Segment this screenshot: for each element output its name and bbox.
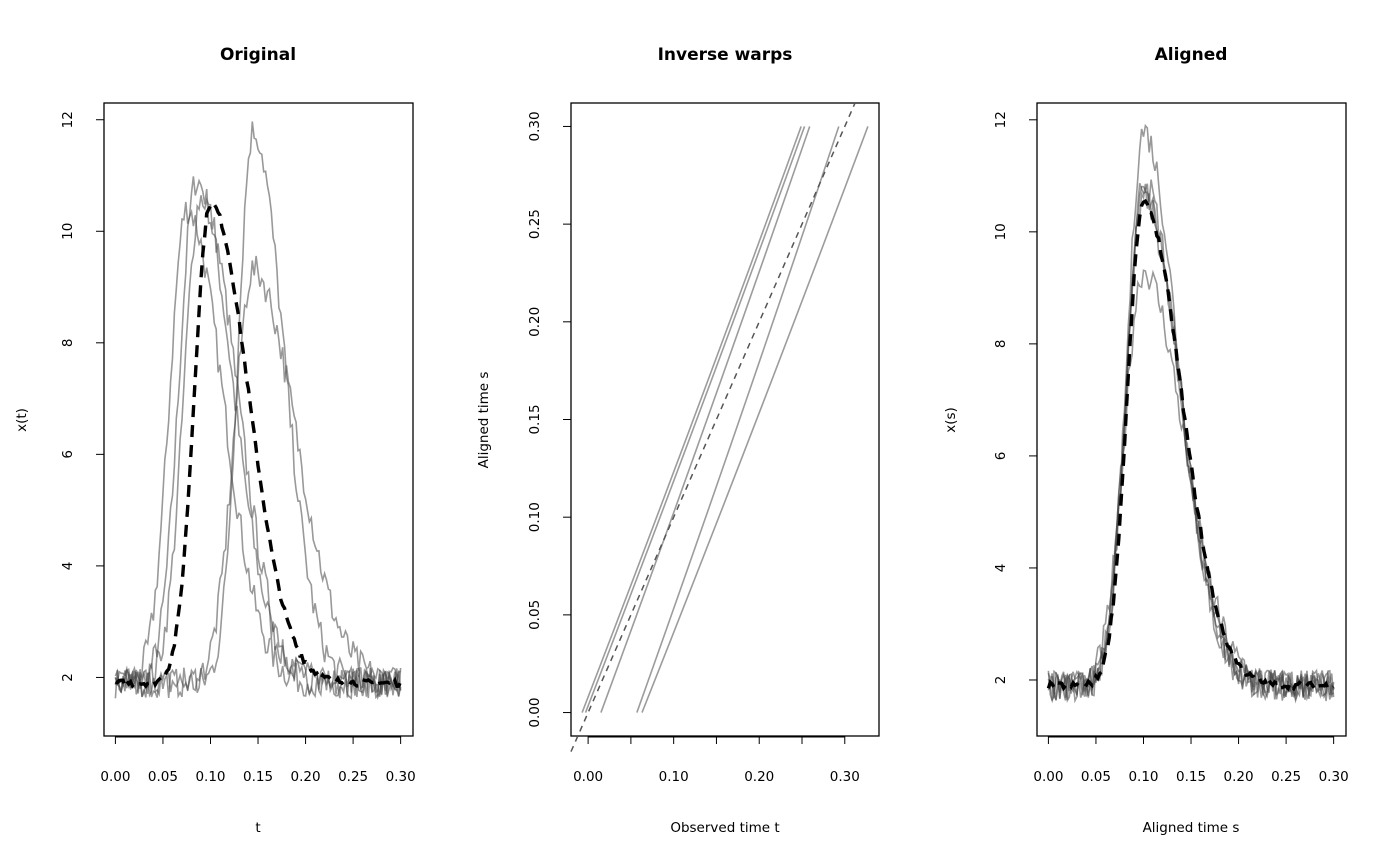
warp-line bbox=[636, 126, 840, 713]
panel-aligned: Aligned Aligned time s x(s) 0.00 0.05 0.10… bbox=[943, 45, 1349, 836]
y-axis-label: x(t) bbox=[14, 408, 30, 432]
x-tick-label: 0.25 bbox=[1271, 769, 1301, 785]
mean-curve bbox=[114, 199, 403, 691]
y-tick-label: 2 bbox=[993, 676, 1009, 685]
y-tick-label: 10 bbox=[993, 223, 1009, 240]
data-curve bbox=[114, 255, 402, 699]
y-tick-label: 0.30 bbox=[527, 111, 543, 141]
x-tick-label: 0.10 bbox=[195, 769, 225, 785]
data-curve bbox=[1047, 183, 1335, 701]
plot-frame bbox=[570, 102, 880, 737]
data-curve bbox=[114, 176, 402, 700]
y-tick-label: 0.10 bbox=[527, 502, 543, 532]
data-curve bbox=[1047, 269, 1335, 702]
panel-title: Original bbox=[220, 45, 296, 65]
panel-original: Original t x(t) 0.00 0.05 0.10 0.15 0.20 0.25… bbox=[14, 45, 416, 836]
panel-inverse-warps: Inverse warps Observed time t Aligned ti… bbox=[476, 45, 880, 836]
data-curve bbox=[114, 195, 401, 701]
y-tick-label: 2 bbox=[60, 673, 76, 682]
x-tick-label: 0.30 bbox=[1319, 769, 1349, 785]
y-tick-label: 8 bbox=[60, 339, 76, 348]
y-tick-label: 4 bbox=[993, 564, 1009, 573]
y-tick-label: 12 bbox=[993, 111, 1009, 128]
warp-line bbox=[600, 126, 811, 713]
x-tick-label: 0.20 bbox=[744, 769, 774, 785]
x-tick-label: 0.10 bbox=[1128, 769, 1158, 785]
y-tick-label: 6 bbox=[60, 450, 76, 459]
x-tick-label: 0.05 bbox=[148, 769, 178, 785]
data-curve bbox=[1047, 179, 1335, 704]
x-tick-label: 0.05 bbox=[1081, 769, 1111, 785]
panel-title: Aligned bbox=[1155, 45, 1228, 65]
y-tick-label: 12 bbox=[60, 111, 76, 128]
y-tick-label: 6 bbox=[993, 452, 1009, 461]
x-tick-label: 0.10 bbox=[659, 769, 689, 785]
y-tick-label: 0.15 bbox=[527, 404, 543, 434]
x-tick-label: 0.25 bbox=[338, 769, 368, 785]
x-tick-label: 0.00 bbox=[1033, 769, 1063, 785]
x-tick-label: 0.30 bbox=[386, 769, 416, 785]
x-tick-label: 0.00 bbox=[100, 769, 130, 785]
warp-line bbox=[641, 126, 869, 713]
data-curve bbox=[1047, 123, 1335, 702]
plot-frame bbox=[1036, 102, 1347, 737]
y-tick-label: 0.20 bbox=[527, 307, 543, 337]
y-axis-label: Aligned time s bbox=[476, 372, 492, 469]
x-tick-label: 0.15 bbox=[243, 769, 273, 785]
panel-title: Inverse warps bbox=[658, 45, 793, 65]
identity-line bbox=[570, 102, 856, 752]
y-tick-label: 0.00 bbox=[527, 698, 543, 728]
x-tick-label: 0.00 bbox=[573, 769, 603, 785]
plot-frame bbox=[103, 102, 414, 737]
x-axis-label: Observed time t bbox=[670, 820, 779, 836]
y-tick-label: 10 bbox=[60, 223, 76, 240]
x-tick-label: 0.15 bbox=[1176, 769, 1206, 785]
x-tick-label: 0.20 bbox=[291, 769, 321, 785]
x-tick-label: 0.30 bbox=[830, 769, 860, 785]
y-tick-label: 0.25 bbox=[527, 209, 543, 239]
y-tick-label: 4 bbox=[60, 562, 76, 571]
y-tick-label: 8 bbox=[993, 340, 1009, 349]
data-curve bbox=[1047, 183, 1335, 704]
x-axis-label: t bbox=[255, 820, 260, 836]
warp-line bbox=[581, 126, 802, 713]
y-axis-label: x(s) bbox=[943, 407, 959, 433]
warp-line bbox=[584, 126, 806, 713]
x-axis-label: Aligned time s bbox=[1143, 820, 1240, 836]
mean-curve bbox=[1046, 198, 1335, 693]
y-tick-label: 0.05 bbox=[527, 600, 543, 630]
x-tick-label: 0.20 bbox=[1224, 769, 1254, 785]
